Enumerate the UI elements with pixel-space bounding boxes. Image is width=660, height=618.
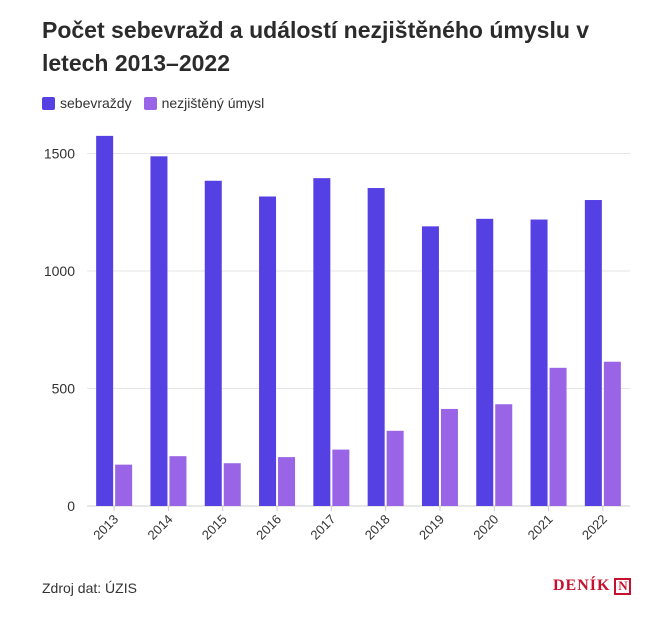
bar-suicides bbox=[259, 196, 277, 506]
y-tick-label: 1000 bbox=[44, 263, 75, 279]
bar-suicides bbox=[204, 180, 222, 506]
legend-label-suicides: sebevraždy bbox=[60, 95, 132, 111]
x-tick-label: 2021 bbox=[525, 512, 556, 543]
x-tick-label: 2013 bbox=[90, 512, 121, 543]
bar-suicides bbox=[584, 200, 602, 506]
bar-suicides bbox=[367, 188, 385, 507]
bar-undetermined bbox=[386, 430, 404, 506]
bar-chart: 0 500 1000 1500 2013 2014 2015 2016 2017 2018 2019… bbox=[44, 135, 630, 543]
bar-undetermined bbox=[223, 463, 241, 506]
x-tick-label: 2016 bbox=[253, 512, 284, 543]
y-tick-label: 1500 bbox=[44, 146, 75, 162]
bar-undetermined bbox=[278, 457, 296, 506]
bar-undetermined bbox=[603, 361, 621, 506]
x-tick-label: 2017 bbox=[307, 512, 338, 543]
bar-suicides bbox=[96, 135, 114, 506]
bar-undetermined bbox=[169, 456, 187, 506]
y-tick-label: 500 bbox=[52, 381, 76, 397]
denik-logo: DENÍK N bbox=[553, 577, 632, 595]
x-tick-label: 2015 bbox=[199, 512, 230, 543]
bar-undetermined bbox=[440, 408, 458, 506]
chart-title: Počet sebevražd a událostí nezjištěného … bbox=[42, 17, 590, 76]
x-tick-label: 2014 bbox=[145, 512, 176, 543]
x-tick-label: 2019 bbox=[416, 512, 447, 543]
bar-suicides bbox=[530, 219, 548, 506]
legend-label-undetermined: nezjištěný úmysl bbox=[161, 95, 265, 111]
source-note: Zdroj dat: ÚZIS bbox=[42, 580, 137, 596]
x-tick-label: 2020 bbox=[470, 512, 501, 543]
bar-undetermined bbox=[549, 367, 567, 506]
logo-mark-icon: N bbox=[614, 577, 632, 595]
logo-text: DENÍK bbox=[553, 577, 611, 594]
bar-undetermined bbox=[332, 449, 350, 506]
bar-suicides bbox=[150, 156, 168, 506]
bar-suicides bbox=[476, 218, 494, 506]
legend-swatch-suicides bbox=[42, 96, 55, 110]
legend-swatch-undetermined bbox=[143, 96, 157, 110]
y-tick-label: 0 bbox=[67, 498, 75, 514]
legend-item-suicides: sebevraždy bbox=[42, 95, 132, 111]
legend: sebevraždy nezjištěný úmysl bbox=[42, 95, 276, 111]
legend-item-undetermined: nezjištěný úmysl bbox=[143, 95, 265, 111]
bar-suicides bbox=[313, 178, 331, 507]
bar-suicides bbox=[421, 226, 439, 506]
bar-undetermined bbox=[495, 404, 513, 506]
x-tick-label: 2022 bbox=[579, 512, 610, 543]
bar-undetermined bbox=[115, 464, 133, 506]
x-tick-label: 2018 bbox=[362, 512, 393, 543]
